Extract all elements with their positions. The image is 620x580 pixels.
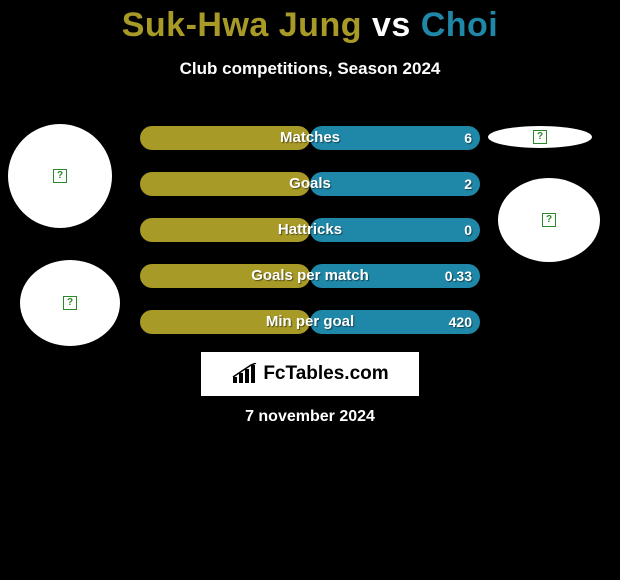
stat-label: Hattricks xyxy=(140,218,480,242)
stat-label: Goals per match xyxy=(140,264,480,288)
player-avatar: ? xyxy=(8,124,112,228)
image-placeholder-icon: ? xyxy=(63,296,77,310)
stat-row: Goals per match0.33 xyxy=(140,264,480,288)
subtitle: Club competitions, Season 2024 xyxy=(0,59,620,79)
stat-row: Matches6 xyxy=(140,126,480,150)
stat-row: Min per goal420 xyxy=(140,310,480,334)
brand-suffix: .com xyxy=(344,363,388,384)
stat-row: Goals2 xyxy=(140,172,480,196)
stats-container: Matches6Goals2Hattricks0Goals per match0… xyxy=(140,126,480,356)
stat-label: Matches xyxy=(140,126,480,150)
player-avatar: ? xyxy=(488,126,592,148)
stat-value-right: 0 xyxy=(464,218,472,242)
image-placeholder-icon: ? xyxy=(533,130,547,144)
stat-value-right: 2 xyxy=(464,172,472,196)
stat-value-right: 0.33 xyxy=(445,264,472,288)
title-player1: Suk-Hwa Jung xyxy=(122,6,362,44)
date-label: 7 november 2024 xyxy=(0,408,620,426)
player-avatar: ? xyxy=(20,260,120,346)
image-placeholder-icon: ? xyxy=(542,213,556,227)
title-player2: Choi xyxy=(421,6,499,44)
stat-row: Hattricks0 xyxy=(140,218,480,242)
page-title: Suk-Hwa Jung vs Choi xyxy=(0,0,620,45)
stat-label: Goals xyxy=(140,172,480,196)
brand-text: FcTables.com xyxy=(263,363,388,385)
brand-badge: FcTables.com xyxy=(201,352,419,396)
stat-label: Min per goal xyxy=(140,310,480,334)
player-avatar: ? xyxy=(498,178,600,262)
brand-name: FcTables xyxy=(263,363,344,384)
title-vs: vs xyxy=(372,6,411,44)
chart-icon xyxy=(231,363,257,385)
stat-value-right: 420 xyxy=(449,310,472,334)
stat-value-right: 6 xyxy=(464,126,472,150)
image-placeholder-icon: ? xyxy=(53,169,67,183)
